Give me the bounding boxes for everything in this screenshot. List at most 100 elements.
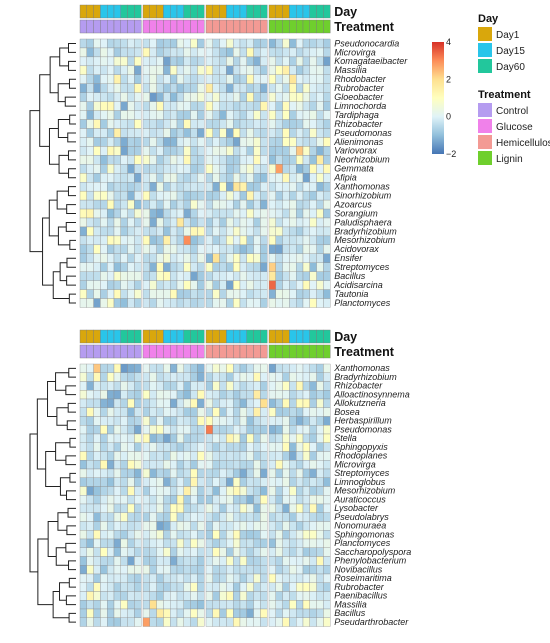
heatmap-cell [156, 503, 164, 513]
heatmap-cell [120, 363, 128, 373]
treatment-legend-label: Control [496, 106, 528, 117]
treatment-annotation-cell [113, 19, 122, 34]
heatmap-cell [127, 155, 135, 165]
heatmap-cell [163, 199, 171, 210]
treatment-annotation-cell [79, 344, 88, 359]
heatmap-cell [309, 271, 317, 281]
day-annotation-cell [246, 4, 254, 19]
heatmap-cell [190, 173, 198, 183]
heatmap-cell [205, 390, 213, 400]
heatmap-cell [275, 600, 283, 610]
heatmap-cell [268, 617, 276, 627]
heatmap-cell [233, 556, 241, 566]
heatmap-cell [190, 565, 198, 575]
heatmap-cell [134, 199, 142, 210]
heatmap-cell [197, 190, 205, 201]
heatmap-cell [79, 416, 87, 426]
heatmap-cell [86, 164, 94, 174]
treatment-annotation-cell [302, 19, 311, 34]
heatmap-cell [163, 486, 171, 496]
heatmap-cell [260, 556, 268, 566]
treatment-legend-swatch [478, 135, 492, 149]
heatmap-cell [163, 110, 171, 120]
heatmap-cell [323, 110, 331, 120]
heatmap-cell [260, 146, 268, 156]
heatmap-cell [107, 226, 115, 237]
heatmap-cell [79, 556, 87, 566]
heatmap-cell [226, 556, 234, 566]
heatmap-cell [253, 477, 261, 487]
heatmap-cell [233, 155, 241, 165]
heatmap-cell [275, 425, 283, 435]
heatmap-cell [268, 460, 276, 470]
heatmap-cell [275, 253, 283, 263]
heatmap-cell [316, 244, 324, 254]
heatmap-cell [113, 199, 121, 210]
heatmap-cell [107, 530, 115, 540]
heatmap-cell [260, 407, 268, 417]
heatmap-cell [93, 390, 101, 400]
heatmap-cell [176, 477, 184, 487]
heatmap-cell [190, 608, 198, 618]
heatmap-cell [233, 47, 241, 58]
heatmap-cell [149, 495, 157, 505]
heatmap-cell [134, 425, 142, 435]
day-annotation-cell [100, 329, 108, 344]
heatmap-cell [316, 547, 324, 557]
heatmap-cell [134, 477, 142, 487]
heatmap-cell [212, 208, 220, 219]
heatmap-cell [93, 146, 101, 156]
heatmap-cell [127, 486, 135, 496]
heatmap-cell [176, 503, 184, 513]
heatmap-cell [93, 47, 101, 58]
heatmap-cell [183, 92, 191, 102]
heatmap-cell [309, 128, 317, 138]
heatmap-cell [107, 425, 115, 435]
heatmap-cell [233, 495, 241, 505]
heatmap-cell [86, 582, 94, 592]
heatmap-cell [100, 83, 108, 93]
heatmap-cell [176, 164, 184, 174]
heatmap-cell [260, 617, 268, 627]
day-annotation-cell [275, 329, 283, 344]
heatmap-cell [239, 280, 247, 290]
heatmap-cell [205, 253, 213, 263]
heatmap-cell [282, 110, 290, 120]
heatmap-cell [156, 433, 164, 443]
heatmap-cell [113, 137, 121, 147]
heatmap-cell [113, 253, 121, 263]
heatmap-cell [268, 155, 276, 165]
heatmap-cell [120, 416, 128, 426]
heatmap-cell [205, 407, 213, 417]
row-label: Rubrobacter [334, 582, 385, 592]
heatmap-cell [197, 538, 205, 548]
heatmap-cell [316, 591, 324, 601]
heatmap-cell [323, 280, 331, 290]
heatmap-cell [149, 92, 157, 102]
heatmap-cell [86, 119, 94, 129]
heatmap-cell [316, 433, 324, 443]
heatmap-cell [219, 47, 227, 58]
heatmap-cell [282, 608, 290, 618]
day-legend-label: Day60 [496, 62, 525, 73]
heatmap-cell [239, 47, 247, 58]
heatmap-cell [205, 280, 213, 290]
heatmap-cell [107, 164, 115, 174]
heatmap-cell [219, 137, 227, 147]
heatmap-cell [260, 460, 268, 470]
heatmap-cell [113, 38, 121, 49]
heatmap-cell [296, 173, 304, 183]
heatmap-cell [176, 190, 184, 201]
heatmap-cell [107, 217, 115, 228]
heatmap-cell [233, 617, 241, 627]
heatmap-cell [156, 468, 164, 478]
heatmap-cell [233, 503, 241, 513]
heatmap-cell [275, 442, 283, 452]
heatmap-cell [127, 608, 135, 618]
heatmap-cell [226, 521, 234, 531]
heatmap-cell [183, 74, 191, 84]
heatmap-cell [260, 65, 268, 75]
heatmap-cell [120, 56, 128, 67]
heatmap-cell [93, 503, 101, 513]
heatmap-cell [100, 390, 108, 400]
